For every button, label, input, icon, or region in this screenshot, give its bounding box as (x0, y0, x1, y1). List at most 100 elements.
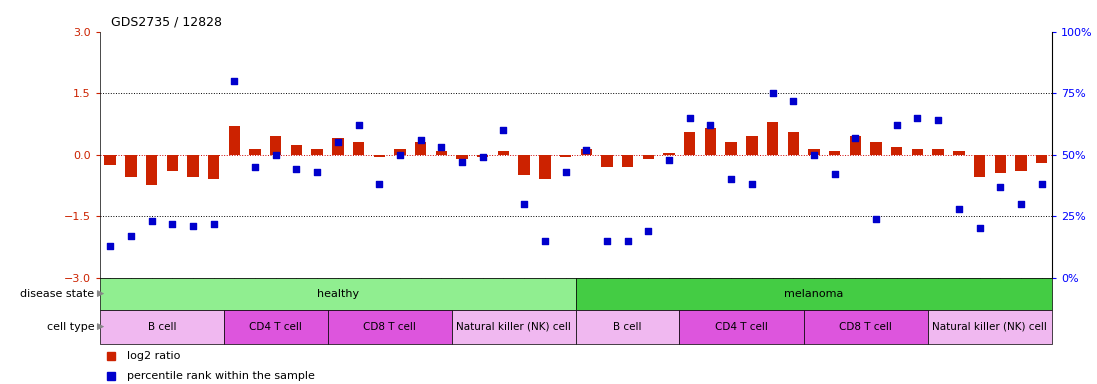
Text: CD8 T cell: CD8 T cell (363, 321, 416, 332)
Point (495, 127, 512, 133)
Point (329, 139, 347, 146)
Bar (725, 142, 737, 155)
Bar (477, 155, 488, 157)
Bar (100, 310, 224, 344)
Bar (125, 155, 136, 177)
Text: cell type: cell type (47, 321, 94, 332)
Point (743, 181, 760, 187)
Bar (228, 126, 240, 155)
Point (723, 176, 740, 182)
Bar (664, 153, 675, 155)
Point (681, 115, 699, 121)
Point (971, 225, 988, 232)
Bar (540, 155, 551, 179)
Point (950, 206, 968, 212)
Text: CD8 T cell: CD8 T cell (839, 321, 892, 332)
Point (1033, 181, 1051, 187)
Bar (328, 310, 452, 344)
Bar (601, 155, 612, 167)
Point (247, 164, 264, 170)
Point (577, 147, 595, 153)
Point (205, 220, 223, 227)
Point (908, 115, 926, 121)
Bar (436, 151, 448, 155)
Point (308, 169, 326, 175)
Point (143, 218, 160, 224)
Bar (291, 144, 302, 155)
Bar (850, 136, 861, 155)
Point (122, 233, 139, 239)
Bar (622, 155, 633, 167)
Bar (928, 310, 1052, 344)
Bar (995, 155, 1006, 173)
Point (887, 122, 905, 128)
Point (474, 154, 491, 160)
Point (1013, 201, 1030, 207)
Point (350, 122, 367, 128)
Point (371, 181, 388, 187)
Point (226, 78, 244, 84)
Text: B cell: B cell (613, 321, 642, 332)
Point (660, 157, 678, 163)
Bar (415, 142, 427, 155)
Bar (891, 147, 903, 155)
Bar (394, 149, 406, 155)
Bar (804, 310, 928, 344)
Point (826, 171, 844, 177)
Bar (519, 155, 530, 175)
Bar (452, 310, 576, 344)
Point (287, 166, 305, 172)
Bar (332, 138, 343, 155)
Text: GDS2735 / 12828: GDS2735 / 12828 (111, 15, 222, 28)
Bar (580, 149, 592, 155)
Bar (146, 155, 157, 185)
Point (101, 243, 118, 249)
Text: B cell: B cell (148, 321, 177, 332)
Bar (270, 136, 282, 155)
Point (702, 122, 720, 128)
Point (267, 152, 284, 158)
Point (764, 90, 781, 96)
Bar (559, 155, 572, 157)
Bar (104, 155, 116, 165)
Bar (974, 155, 985, 177)
Point (557, 169, 575, 175)
Bar (932, 149, 943, 155)
Bar (746, 136, 758, 155)
Point (411, 137, 429, 143)
Bar (224, 310, 328, 344)
Text: Natural killer (NK) cell: Natural killer (NK) cell (456, 321, 572, 332)
Text: CD4 T cell: CD4 T cell (715, 321, 768, 332)
Bar (685, 132, 695, 155)
Text: percentile rank within the sample: percentile rank within the sample (127, 371, 315, 381)
Point (516, 201, 533, 207)
Bar (767, 122, 778, 155)
Bar (312, 149, 323, 155)
Bar (208, 155, 219, 179)
Point (619, 238, 636, 244)
Point (784, 98, 802, 104)
Bar (788, 132, 799, 155)
Bar (374, 155, 385, 157)
Bar (353, 142, 364, 155)
Bar (576, 310, 679, 344)
Text: Natural killer (NK) cell: Natural killer (NK) cell (932, 321, 1048, 332)
Point (992, 184, 1009, 190)
Point (598, 238, 615, 244)
Bar (498, 151, 509, 155)
Bar (576, 278, 1052, 310)
Bar (704, 128, 716, 155)
Point (847, 134, 864, 141)
Point (163, 220, 181, 227)
Bar (249, 149, 261, 155)
Text: disease state: disease state (20, 288, 94, 299)
Point (805, 152, 823, 158)
Point (432, 144, 450, 151)
Point (392, 152, 409, 158)
Bar (912, 149, 924, 155)
Bar (1016, 155, 1027, 171)
Text: healthy: healthy (317, 288, 359, 299)
Bar (167, 155, 178, 171)
Point (640, 228, 657, 234)
Point (453, 159, 471, 165)
